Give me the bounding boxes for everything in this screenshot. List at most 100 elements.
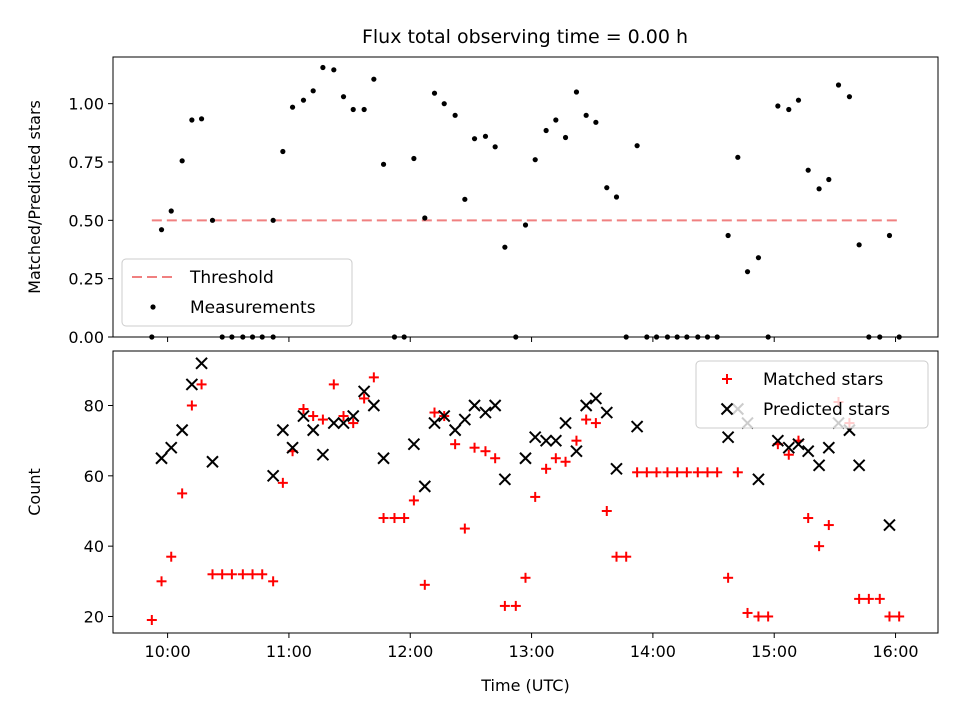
x-stroke (316, 448, 330, 461)
legend-box (121, 258, 353, 327)
measurement-point (695, 334, 701, 340)
matched-star-point (490, 453, 501, 464)
legend-threshold-label: Threshold (189, 268, 274, 288)
y-tick-label: 0.50 (68, 211, 104, 230)
x-stroke (570, 445, 583, 458)
measurement-point (896, 334, 902, 340)
measurement-point (543, 127, 549, 134)
legend: Threshold Measurements (121, 258, 353, 327)
matched-star-point (530, 491, 541, 502)
measurement-point (866, 334, 872, 340)
predicted-star-point (357, 385, 371, 398)
predicted-star-point (266, 469, 280, 483)
measurement-point (380, 161, 387, 167)
predicted-star-point (852, 459, 866, 472)
measurement-point (350, 106, 356, 113)
measurement-point (593, 119, 599, 125)
predicted-star-point (822, 441, 836, 454)
measurement-point (320, 64, 326, 71)
predicted-star-point (528, 430, 542, 444)
measurement-point (401, 334, 407, 340)
matched-star-point (389, 513, 400, 524)
predicted-star-point (297, 409, 310, 423)
matched-star-point (257, 569, 268, 580)
measurement-point (168, 208, 174, 214)
y-tick-label: 80 (84, 397, 104, 416)
measurement-point (704, 334, 711, 340)
measurement-point (664, 334, 671, 340)
matched-star-point (328, 379, 339, 390)
measurement-point (229, 334, 235, 340)
measurement-point (289, 104, 296, 110)
x-stroke (721, 430, 735, 444)
matched-star-point (814, 541, 825, 552)
matched-star-point (681, 467, 692, 478)
x-stroke (347, 409, 360, 423)
x-stroke (528, 430, 542, 444)
x-stroke (630, 420, 644, 433)
matched-star-point (317, 414, 328, 425)
measurement-point (149, 334, 155, 340)
measurement-point (471, 136, 478, 142)
measurement-point (744, 269, 751, 275)
measurement-point (340, 94, 347, 100)
matched-star-point (338, 411, 349, 422)
measurement-point (634, 143, 640, 149)
matched-star-point (723, 572, 734, 583)
matched-star-point (469, 442, 480, 453)
measurement-point (198, 116, 205, 122)
predicted-star-point (792, 437, 805, 451)
x-stroke (458, 413, 472, 426)
x-tick-label: 11:00 (266, 642, 312, 661)
predicted-star-point (579, 399, 593, 412)
predicted-star-point (771, 434, 785, 447)
bottom-axes: 20 40 60 80 10:00 11:00 12:00 13:00 14:00 15:00 16… (25, 350, 939, 695)
predicted-star-point (165, 441, 178, 454)
legend-matched-label: Matched stars (763, 370, 883, 390)
measurement-point (219, 334, 225, 340)
matched-star-point (712, 467, 723, 478)
measurement-point (674, 334, 680, 340)
matched-star-point (651, 467, 662, 478)
y-tick-label: 0.25 (68, 270, 104, 289)
predicted-star-point (488, 399, 502, 412)
measurement-point (604, 185, 610, 191)
x-stroke (297, 409, 310, 423)
matched-star-point (742, 607, 753, 618)
measurement-point (371, 76, 377, 82)
x-tick-label: 14:00 (630, 642, 676, 661)
x-stroke (822, 441, 836, 454)
measurement-point (573, 89, 580, 95)
measurement-point (422, 215, 428, 221)
measurement-point (331, 67, 337, 73)
matched-star-point (450, 439, 461, 450)
matched-star-point (641, 467, 652, 478)
legend-predicted-label: Predicted stars (763, 400, 890, 420)
matched-star-point (399, 513, 410, 524)
measurement-point (270, 334, 276, 340)
x-stroke (519, 452, 532, 465)
matched-star-point (541, 463, 552, 474)
matched-star-point (348, 418, 359, 429)
matched-star-point (156, 576, 167, 587)
x-stroke (206, 455, 219, 468)
x-stroke (367, 399, 381, 412)
matched-star-point (166, 551, 177, 562)
measurement-point (300, 97, 307, 103)
matched-star-point (480, 446, 491, 457)
measurement-point (562, 134, 569, 141)
predicted-star-point (549, 434, 563, 447)
predicted-star-point (630, 420, 644, 433)
matched-star-point (874, 593, 885, 604)
measurement-point (310, 88, 316, 94)
predicted-star-point (539, 434, 553, 447)
measurement-point (765, 334, 771, 340)
predicted-star-point (407, 437, 421, 451)
measurement-point (482, 133, 489, 139)
matched-star-point (611, 551, 622, 562)
measurement-point (209, 217, 216, 223)
measurement-point (714, 334, 720, 340)
x-stroke (600, 406, 613, 419)
x-tick-label: 10:00 (145, 642, 191, 661)
